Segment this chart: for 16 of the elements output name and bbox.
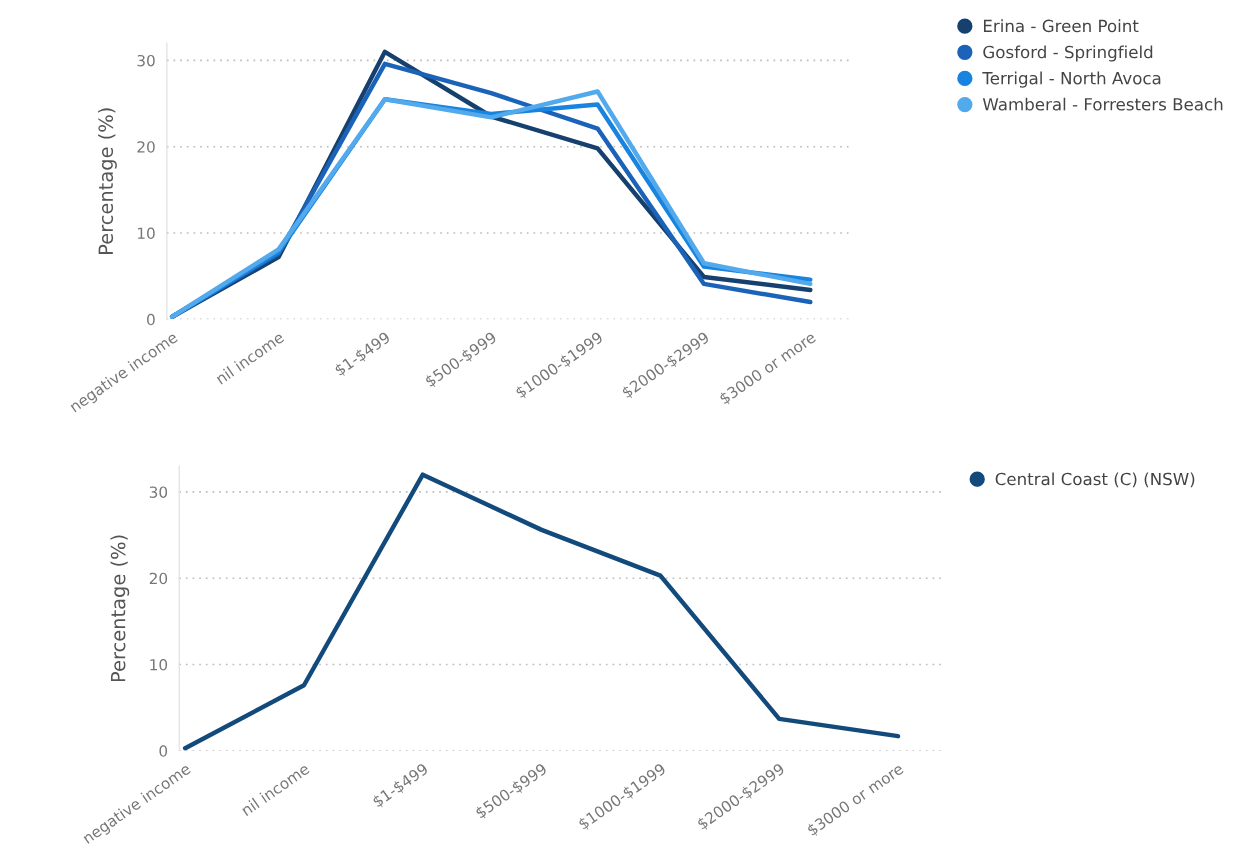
legend-label: Gosford - Springfield — [983, 45, 1153, 62]
y-axis-title: Percentage (%) — [110, 535, 130, 682]
y-tick-label: 0 — [159, 745, 168, 757]
legend-label: Central Coast (C) (NSW) — [995, 472, 1195, 488]
line-series — [182, 472, 901, 751]
y-tick-label: 30 — [149, 486, 168, 498]
y-tick-label: 30 — [137, 54, 155, 67]
y-tick-label: 0 — [147, 313, 155, 326]
y-tick-label: 20 — [137, 141, 155, 153]
legend-label: Wamberal - Forresters Beach — [982, 97, 1223, 111]
legend-label: Terrigal - North Avoca — [982, 71, 1161, 88]
y-tick-label: 20 — [149, 572, 168, 585]
y-axis-title: Percentage (%) — [98, 108, 117, 254]
y-tick-label: 10 — [137, 227, 155, 240]
y-tick-label: 10 — [150, 658, 168, 671]
legend-label: Erina - Green Point — [983, 19, 1139, 33]
